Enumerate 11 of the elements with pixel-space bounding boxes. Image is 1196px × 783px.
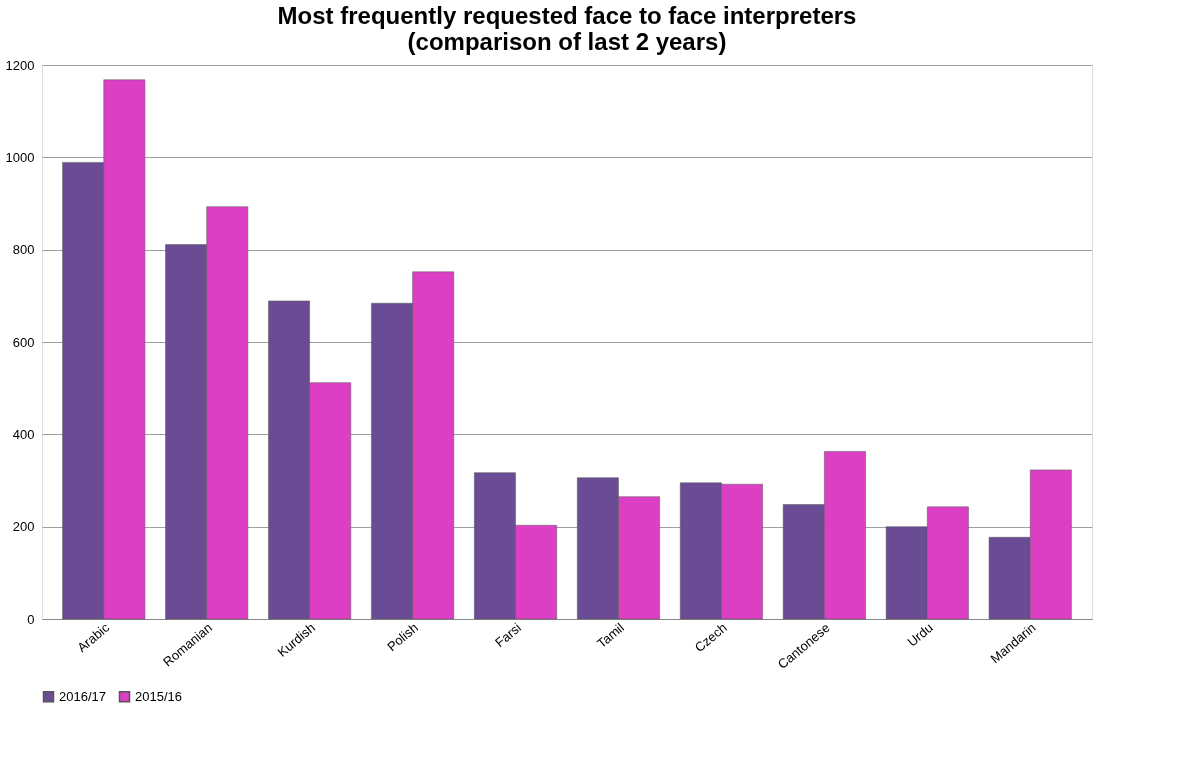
x-tick-label: Urdu	[904, 619, 936, 650]
y-tick-label: 400	[12, 426, 35, 442]
y-tick-label: 800	[12, 242, 35, 258]
y-tick-label: 200	[12, 519, 35, 535]
legend-label: 2016/17	[59, 688, 106, 704]
y-tick-label: 1200	[5, 57, 35, 73]
legend-label: 2015/16	[135, 688, 182, 704]
y-tick-label: 600	[12, 334, 35, 350]
chart-title: Most frequently requested face to face interpreters (comparison of last 2 years)	[277, 2, 857, 55]
y-tick-label: 1000	[5, 149, 35, 165]
y-tick-label: 0	[27, 611, 35, 627]
